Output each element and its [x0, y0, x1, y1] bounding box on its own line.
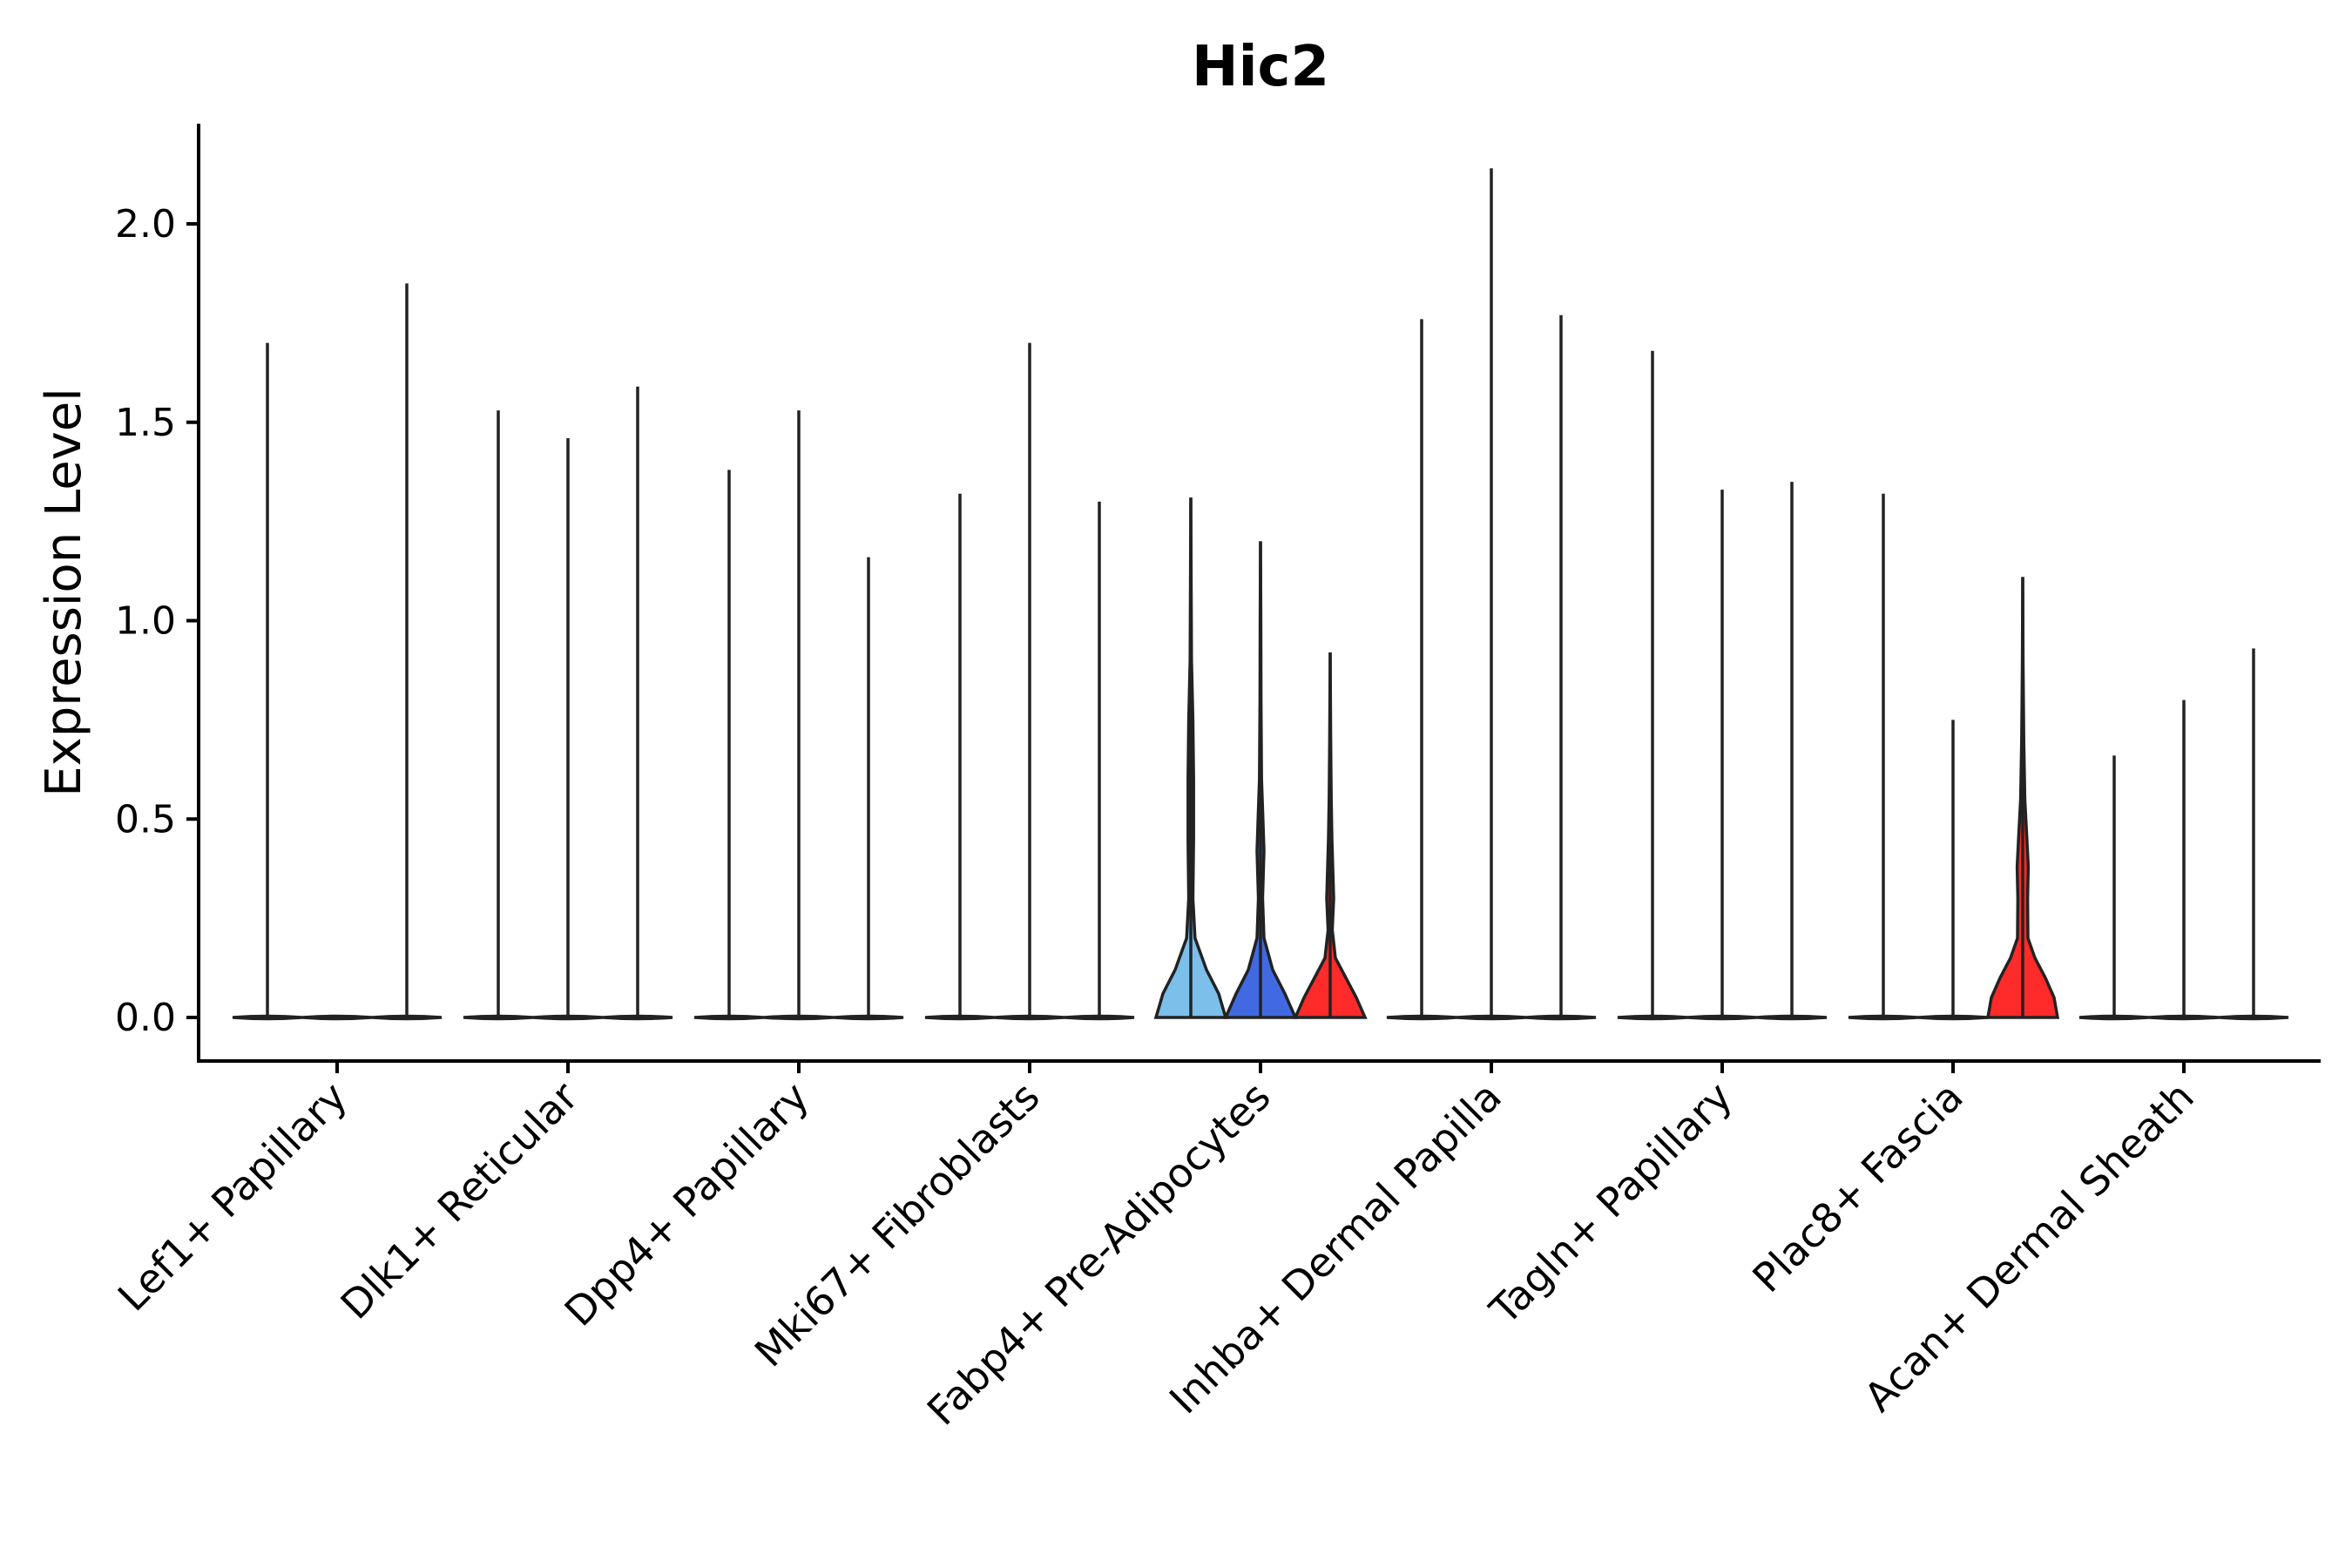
- x-tick-label: Lef1+ Papillary: [109, 1073, 356, 1321]
- y-tick-label: 2.0: [115, 202, 176, 247]
- y-axis-label: Expression Level: [36, 388, 92, 797]
- x-tick-label: Plac8+ Fascia: [1743, 1073, 1971, 1301]
- y-tick-label: 0.0: [115, 996, 176, 1040]
- y-tick-label: 0.5: [115, 797, 176, 841]
- x-tick-label: Tagln+ Papillary: [1480, 1073, 1741, 1335]
- y-tick-label: 1.5: [115, 401, 176, 445]
- violin-body: [301, 1014, 373, 1021]
- chart-title: Hic2: [1192, 35, 1329, 99]
- y-axis-ticks: 0.0 0.5 1.0 1.5 2.0: [115, 202, 199, 1040]
- y-tick-label: 1.0: [115, 599, 176, 644]
- x-tick-label: Dpp4+ Papillary: [556, 1073, 818, 1335]
- x-tick-label: Dlk1+ Reticular: [332, 1073, 587, 1328]
- plot-area: [232, 168, 2289, 1021]
